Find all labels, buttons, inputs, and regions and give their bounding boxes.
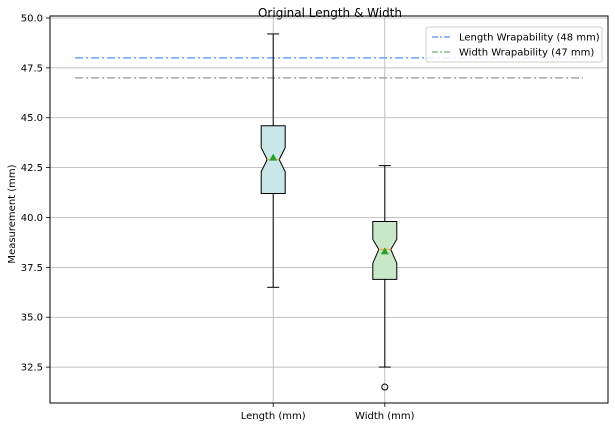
y-ticks: 32.5 35.0 37.5 40.0 42.5 45.0 47.5 50.0 [21,13,50,374]
legend-label: Width Wrapability (47 mm) [459,48,594,59]
legend: Length Wrapability (48 mm) Width Wrapabil… [425,26,603,63]
y-tick-label: 35.0 [21,313,43,324]
legend-label: Length Wrapability (48 mm) [459,33,600,44]
boxes [260,33,398,391]
y-tick-label: 42.5 [21,163,43,174]
y-axis-title: Measurement (mm) [7,164,18,263]
plot-frame [49,15,609,404]
mean-marker [380,247,389,255]
x-ticks: Length (mm) Width (mm) [241,403,415,422]
box-group [372,165,398,391]
legend-box [425,26,603,63]
y-tick-label: 50.0 [21,13,43,24]
grid [50,16,608,403]
x-tick-label: Width (mm) [355,411,415,422]
outlier-point [381,383,389,391]
y-tick-label: 45.0 [21,113,43,124]
y-tick-label: 37.5 [21,263,43,274]
y-tick-label: 40.0 [21,213,43,224]
box-group [260,33,286,288]
x-tick-label: Length (mm) [241,411,306,422]
y-tick-label: 47.5 [21,63,43,74]
mean-marker [269,153,278,161]
y-tick-label: 32.5 [21,363,43,374]
